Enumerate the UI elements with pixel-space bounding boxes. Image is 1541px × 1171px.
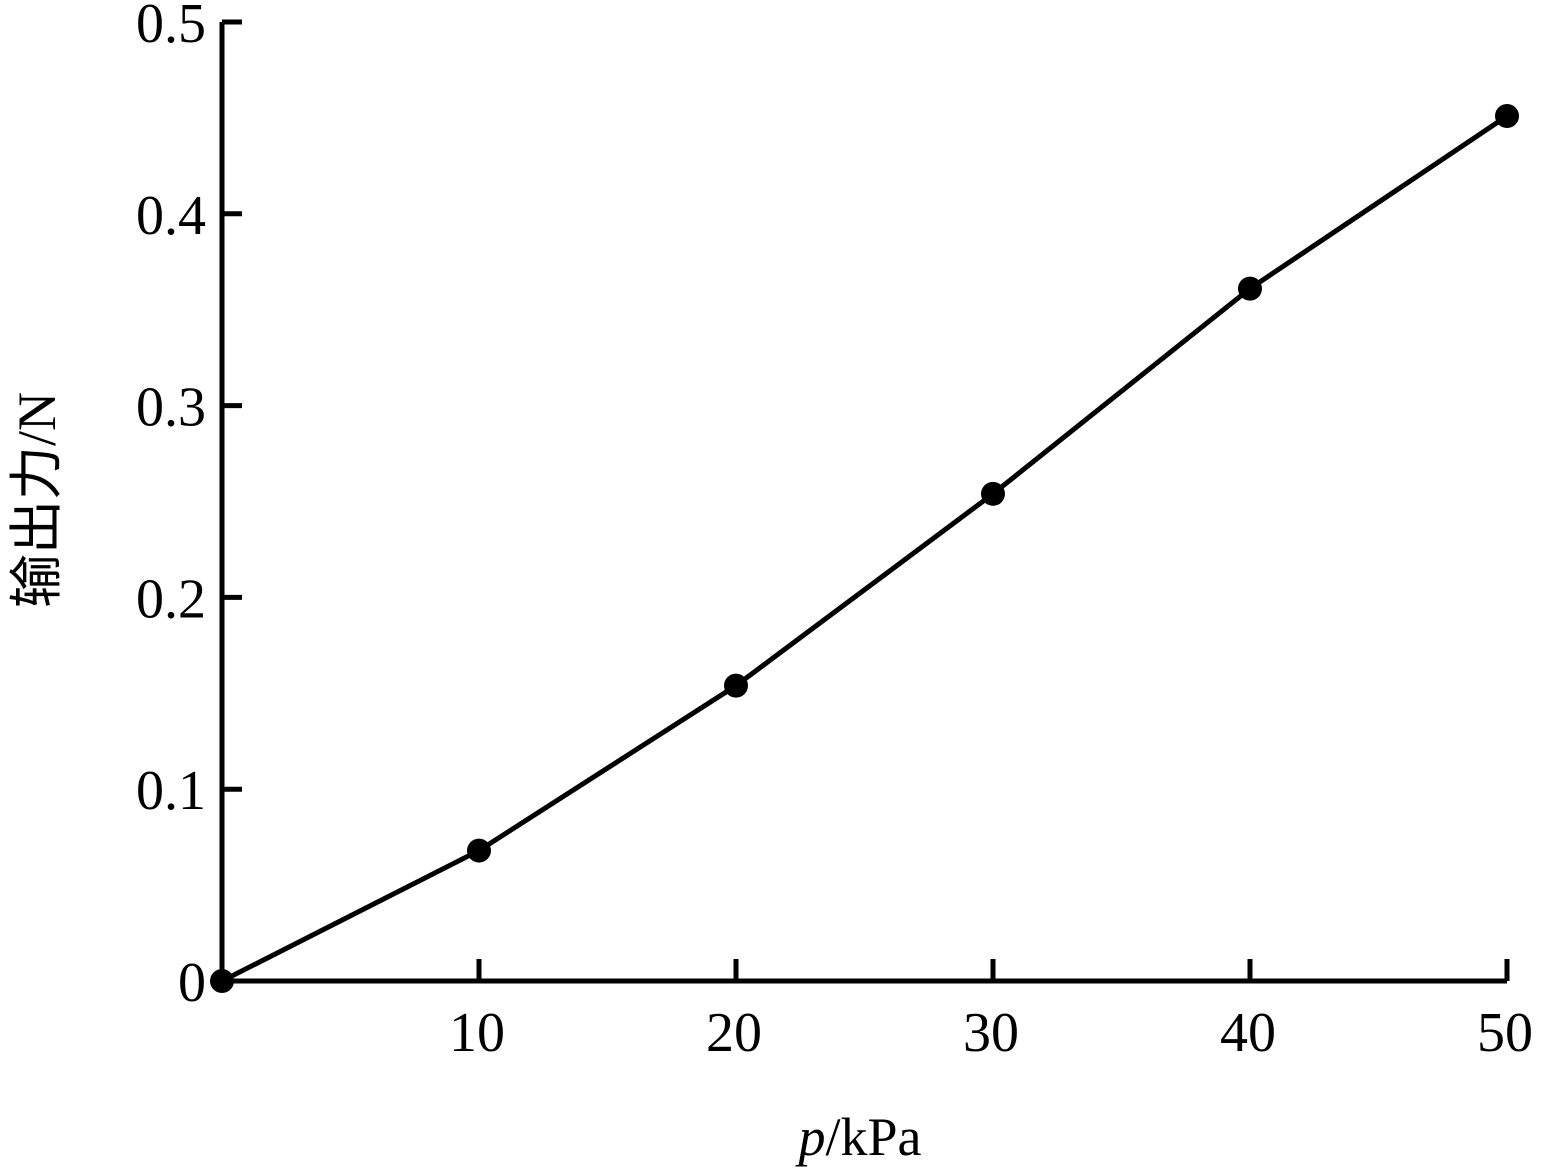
y-tick-label: 0.2 [136, 568, 206, 630]
x-ticks: 10 20 30 40 50 [449, 959, 1533, 1064]
data-point [210, 969, 234, 993]
y-tick-label: 0.3 [136, 377, 206, 439]
y-tick-label: 0 [178, 952, 206, 1014]
x-axis-label: p/kPa [794, 1107, 921, 1167]
y-tick-label: 0.4 [136, 185, 206, 247]
data-point [724, 673, 748, 698]
data-point [467, 838, 491, 863]
series-line [220, 113, 1509, 984]
data-point [1238, 276, 1262, 301]
x-tick-label: 50 [1477, 1002, 1533, 1064]
data-point [981, 481, 1005, 506]
x-tick-label: 40 [1220, 1002, 1276, 1064]
x-tick-label: 20 [706, 1002, 762, 1064]
x-axis-label-unit: /kPa [825, 1107, 921, 1167]
axes [219, 22, 1507, 984]
x-tick-label: 30 [963, 1002, 1019, 1064]
y-tick-label: 0.1 [136, 760, 206, 822]
y-axis-label: 输出力/N [7, 392, 67, 608]
y-ticks: 0 0.1 0.2 0.3 0.4 0.5 [136, 0, 242, 1014]
series-group [210, 103, 1519, 993]
y-tick-label: 0.5 [136, 0, 206, 55]
x-axis-label-var: p [794, 1107, 825, 1167]
data-point [1495, 103, 1519, 128]
x-tick-label: 10 [449, 1002, 505, 1064]
